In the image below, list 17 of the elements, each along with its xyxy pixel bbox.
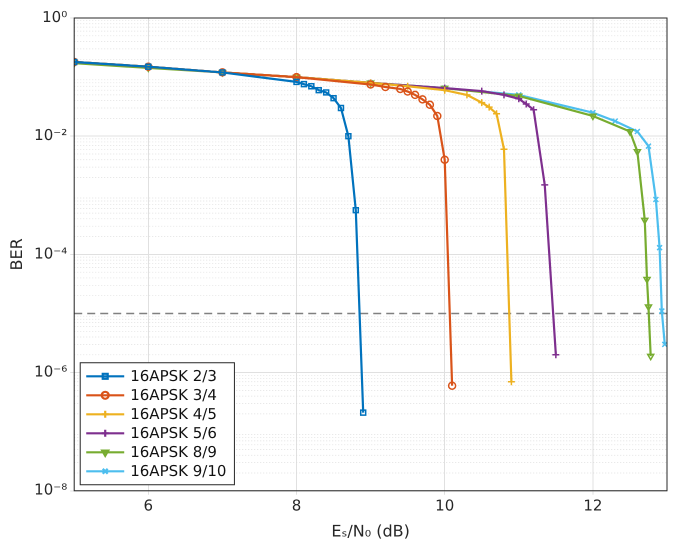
legend-label: 16APSK 3/4 (130, 386, 217, 404)
y-tick-label: 10⁻⁴ (34, 244, 68, 262)
legend-label: 16APSK 5/6 (130, 424, 217, 442)
y-tick-label: 10⁻⁶ (34, 362, 68, 380)
y-tick-label: 10⁻⁸ (34, 480, 68, 499)
y-axis-title: BER (6, 238, 26, 270)
y-tick-label: 10⁰ (42, 8, 68, 26)
x-tick-label: 10 (435, 496, 454, 515)
legend-label: 16APSK 8/9 (130, 443, 217, 462)
y-tick-label: 10⁻² (34, 126, 68, 144)
legend-label: 16APSK 9/10 (130, 462, 226, 480)
x-tick-label: 8 (292, 496, 302, 515)
x-axis-title: Eₛ/N₀ (dB) (331, 522, 410, 541)
x-tick-label: 12 (583, 496, 602, 515)
legend-label: 16APSK 4/5 (130, 405, 217, 424)
x-tick-label: 6 (144, 496, 154, 515)
legend-label: 16APSK 2/3 (130, 367, 217, 386)
